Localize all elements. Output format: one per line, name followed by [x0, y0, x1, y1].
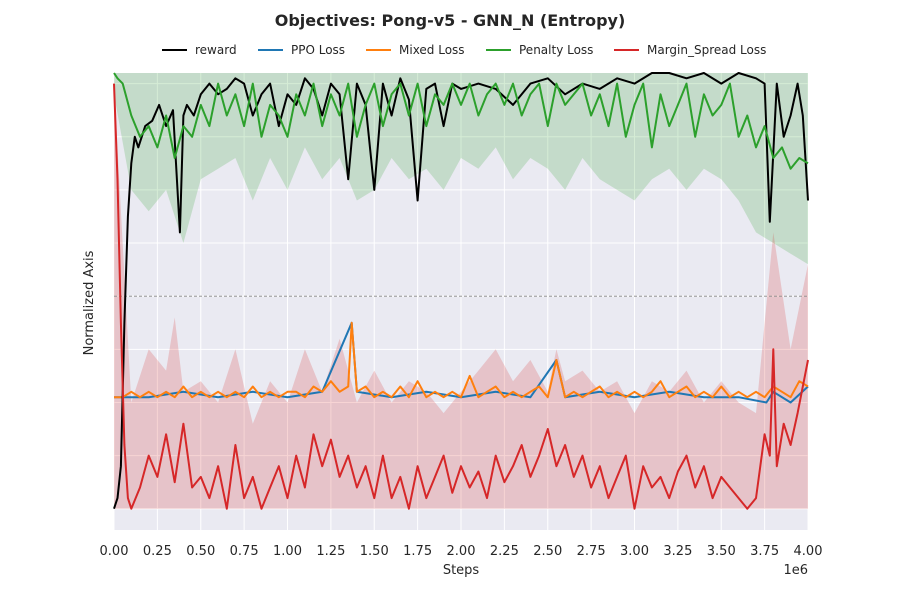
x-tick-label: 3.50 [707, 544, 736, 559]
x-tick-label: 3.25 [663, 544, 692, 559]
legend-label: Penalty Loss [519, 43, 593, 57]
legend-item: PPO Loss [258, 43, 345, 57]
chart-title: Objectives: Pong-v5 - GNN_N (Entropy) [275, 11, 626, 30]
legend-item: Mixed Loss [366, 43, 465, 57]
x-tick-label: 2.25 [490, 544, 519, 559]
x-tick-label: 0.75 [230, 544, 259, 559]
legend-label: Margin_Spread Loss [647, 43, 766, 57]
series-line-ppo-loss [114, 321, 809, 404]
x-tick-label: 2.50 [533, 544, 562, 559]
x-tick-label: 3.00 [620, 544, 649, 559]
x-tick-label: 1.25 [316, 544, 345, 559]
series-lines [113, 72, 809, 510]
grid [113, 73, 809, 530]
x-tick-label: 1.00 [273, 544, 302, 559]
series-line-penalty-loss [113, 72, 809, 170]
legend-label: Mixed Loss [399, 43, 465, 57]
x-offset-label: 1e6 [783, 563, 808, 578]
x-tick-label: 0.00 [100, 544, 129, 559]
band-penalty-loss [114, 73, 808, 265]
legend-item: Penalty Loss [486, 43, 593, 57]
bands [114, 73, 808, 509]
x-tick-label: 2.75 [577, 544, 606, 559]
legend-label: reward [195, 43, 237, 57]
series-line-margin-spread-loss [113, 83, 809, 510]
y-axis-label: Normalized Axis [82, 250, 97, 355]
x-tick-label: 1.75 [403, 544, 432, 559]
x-axis-label: Steps [443, 563, 480, 578]
legend-item: reward [162, 43, 237, 57]
legend: reward PPO Loss Mixed Loss Penalty Loss Marg… [162, 43, 766, 57]
x-tick-labels: 0.00 0.25 0.50 0.75 1.00 1.25 1.50 1.75 2.00 2.25… [100, 544, 823, 559]
legend-label: PPO Loss [291, 43, 345, 57]
x-tick-label: 0.50 [186, 544, 215, 559]
band-margin-spread-loss [114, 83, 808, 509]
x-tick-label: 2.00 [447, 544, 476, 559]
x-tick-label: 4.00 [794, 544, 823, 559]
series-line-mixed-loss [114, 321, 809, 399]
x-tick-label: 3.75 [750, 544, 779, 559]
legend-item: Margin_Spread Loss [614, 43, 766, 57]
x-tick-label: 1.50 [360, 544, 389, 559]
x-tick-label: 0.25 [143, 544, 172, 559]
